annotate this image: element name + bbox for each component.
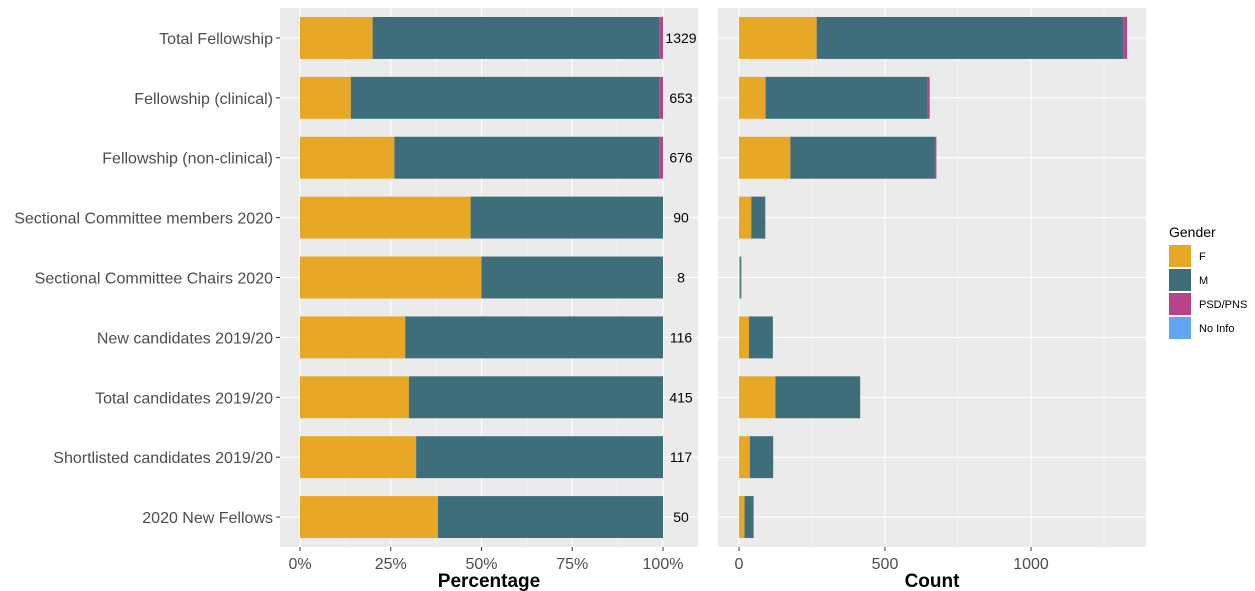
legend-label: M	[1199, 275, 1208, 287]
bar-segment-m	[751, 196, 766, 239]
bar-segment-f	[300, 76, 351, 119]
bar-segment-m	[765, 76, 928, 119]
x-tick-label: 500	[872, 556, 899, 573]
bar-segment-m	[470, 196, 663, 239]
bar-segment-psd-pns	[1123, 16, 1128, 59]
bar-segment-f	[739, 256, 741, 299]
total-label: 653	[669, 90, 693, 106]
bar-segment-psd-pns	[659, 136, 663, 179]
category-label: New candidates 2019/20	[97, 330, 273, 347]
bar-segment-psd-pns	[927, 76, 930, 119]
bar-segment-f	[739, 316, 749, 359]
bar-segment-f	[739, 196, 752, 239]
category-label: Total candidates 2019/20	[95, 390, 273, 407]
total-count-labels: 1329 653 676 90 8 116 415 117 50	[665, 30, 696, 525]
legend-swatch	[1169, 269, 1191, 291]
x-tick-label: 75%	[556, 556, 588, 573]
category-label: Shortlisted candidates 2019/20	[53, 450, 273, 467]
bar-segment-f	[300, 376, 409, 419]
x-tick-label: 25%	[375, 556, 407, 573]
bar-segment-f	[300, 256, 482, 299]
category-label: Fellowship (non-clinical)	[102, 151, 273, 168]
x-axis-title-percentage: Percentage	[438, 571, 540, 591]
bar-segment-m	[408, 376, 663, 419]
legend-label: F	[1199, 251, 1206, 263]
total-label: 415	[669, 389, 693, 405]
bar-segment-f	[739, 376, 776, 419]
percentage-x-ticks: 0% 25% 50% 75% 100%	[288, 547, 683, 573]
x-tick-label: 100%	[643, 556, 684, 573]
total-label: 1329	[665, 30, 696, 46]
category-label: Sectional Committee members 2020	[14, 211, 273, 228]
total-label: 676	[669, 150, 693, 166]
total-label: 116	[670, 329, 693, 345]
x-tick-label: 50%	[465, 556, 497, 573]
bar-segment-m	[437, 496, 663, 539]
bar-segment-m	[790, 136, 935, 179]
legend-swatch	[1169, 245, 1191, 267]
bar-segment-m	[749, 436, 774, 479]
x-axis-title-count: Count	[905, 571, 961, 591]
total-label: 90	[673, 210, 689, 226]
total-label: 8	[677, 270, 685, 286]
x-tick-label: 0%	[288, 556, 311, 573]
bar-segment-f	[300, 316, 406, 359]
x-tick-label: 0	[735, 556, 744, 573]
bar-segment-f	[739, 16, 817, 59]
bar-segment-m	[744, 496, 754, 539]
x-tick-label: 1000	[1013, 556, 1049, 573]
bar-segment-m	[394, 136, 660, 179]
category-axis-labels: Total Fellowship Fellowship (clinical) Fel…	[14, 31, 280, 527]
bar-segment-m	[405, 316, 663, 359]
legend-title: Gender	[1169, 224, 1216, 240]
legend-label: No Info	[1199, 323, 1234, 335]
bar-segment-f	[300, 136, 395, 179]
total-label: 50	[673, 509, 689, 525]
percentage-bars	[300, 16, 663, 539]
legend-label: PSD/PNS	[1199, 299, 1247, 311]
category-label: Total Fellowship	[159, 31, 273, 48]
bar-segment-f	[739, 76, 766, 119]
legend-swatch	[1169, 317, 1191, 339]
bar-segment-psd-pns	[659, 16, 663, 59]
bar-segment-f	[739, 136, 791, 179]
bar-segment-f	[300, 496, 438, 539]
count-x-ticks: 0 500 1000	[735, 547, 1049, 573]
legend-swatch	[1169, 293, 1191, 315]
legend: Gender FM PSD/PNS No Info	[1169, 224, 1247, 339]
bar-segment-m	[372, 16, 660, 59]
bar-segment-f	[300, 196, 471, 239]
count-bars	[739, 16, 1128, 539]
bar-segment-m	[775, 376, 861, 419]
category-label: Sectional Committee Chairs 2020	[35, 271, 273, 288]
bar-segment-f	[300, 436, 417, 479]
category-label: 2020 New Fellows	[142, 510, 273, 527]
bar-segment-m	[748, 316, 773, 359]
bar-segment-f	[300, 16, 373, 59]
bar-segment-f	[739, 436, 750, 479]
total-label: 117	[670, 449, 693, 465]
bar-segment-m	[350, 76, 660, 119]
bar-segment-m	[740, 256, 742, 299]
bar-segment-psd-pns	[934, 136, 937, 179]
bar-segment-m	[816, 16, 1124, 59]
bar-segment-m	[416, 436, 663, 479]
bar-segment-m	[481, 256, 663, 299]
category-label: Fellowship (clinical)	[134, 91, 273, 108]
bar-segment-psd-pns	[659, 76, 663, 119]
bar-segment-f	[739, 496, 745, 539]
